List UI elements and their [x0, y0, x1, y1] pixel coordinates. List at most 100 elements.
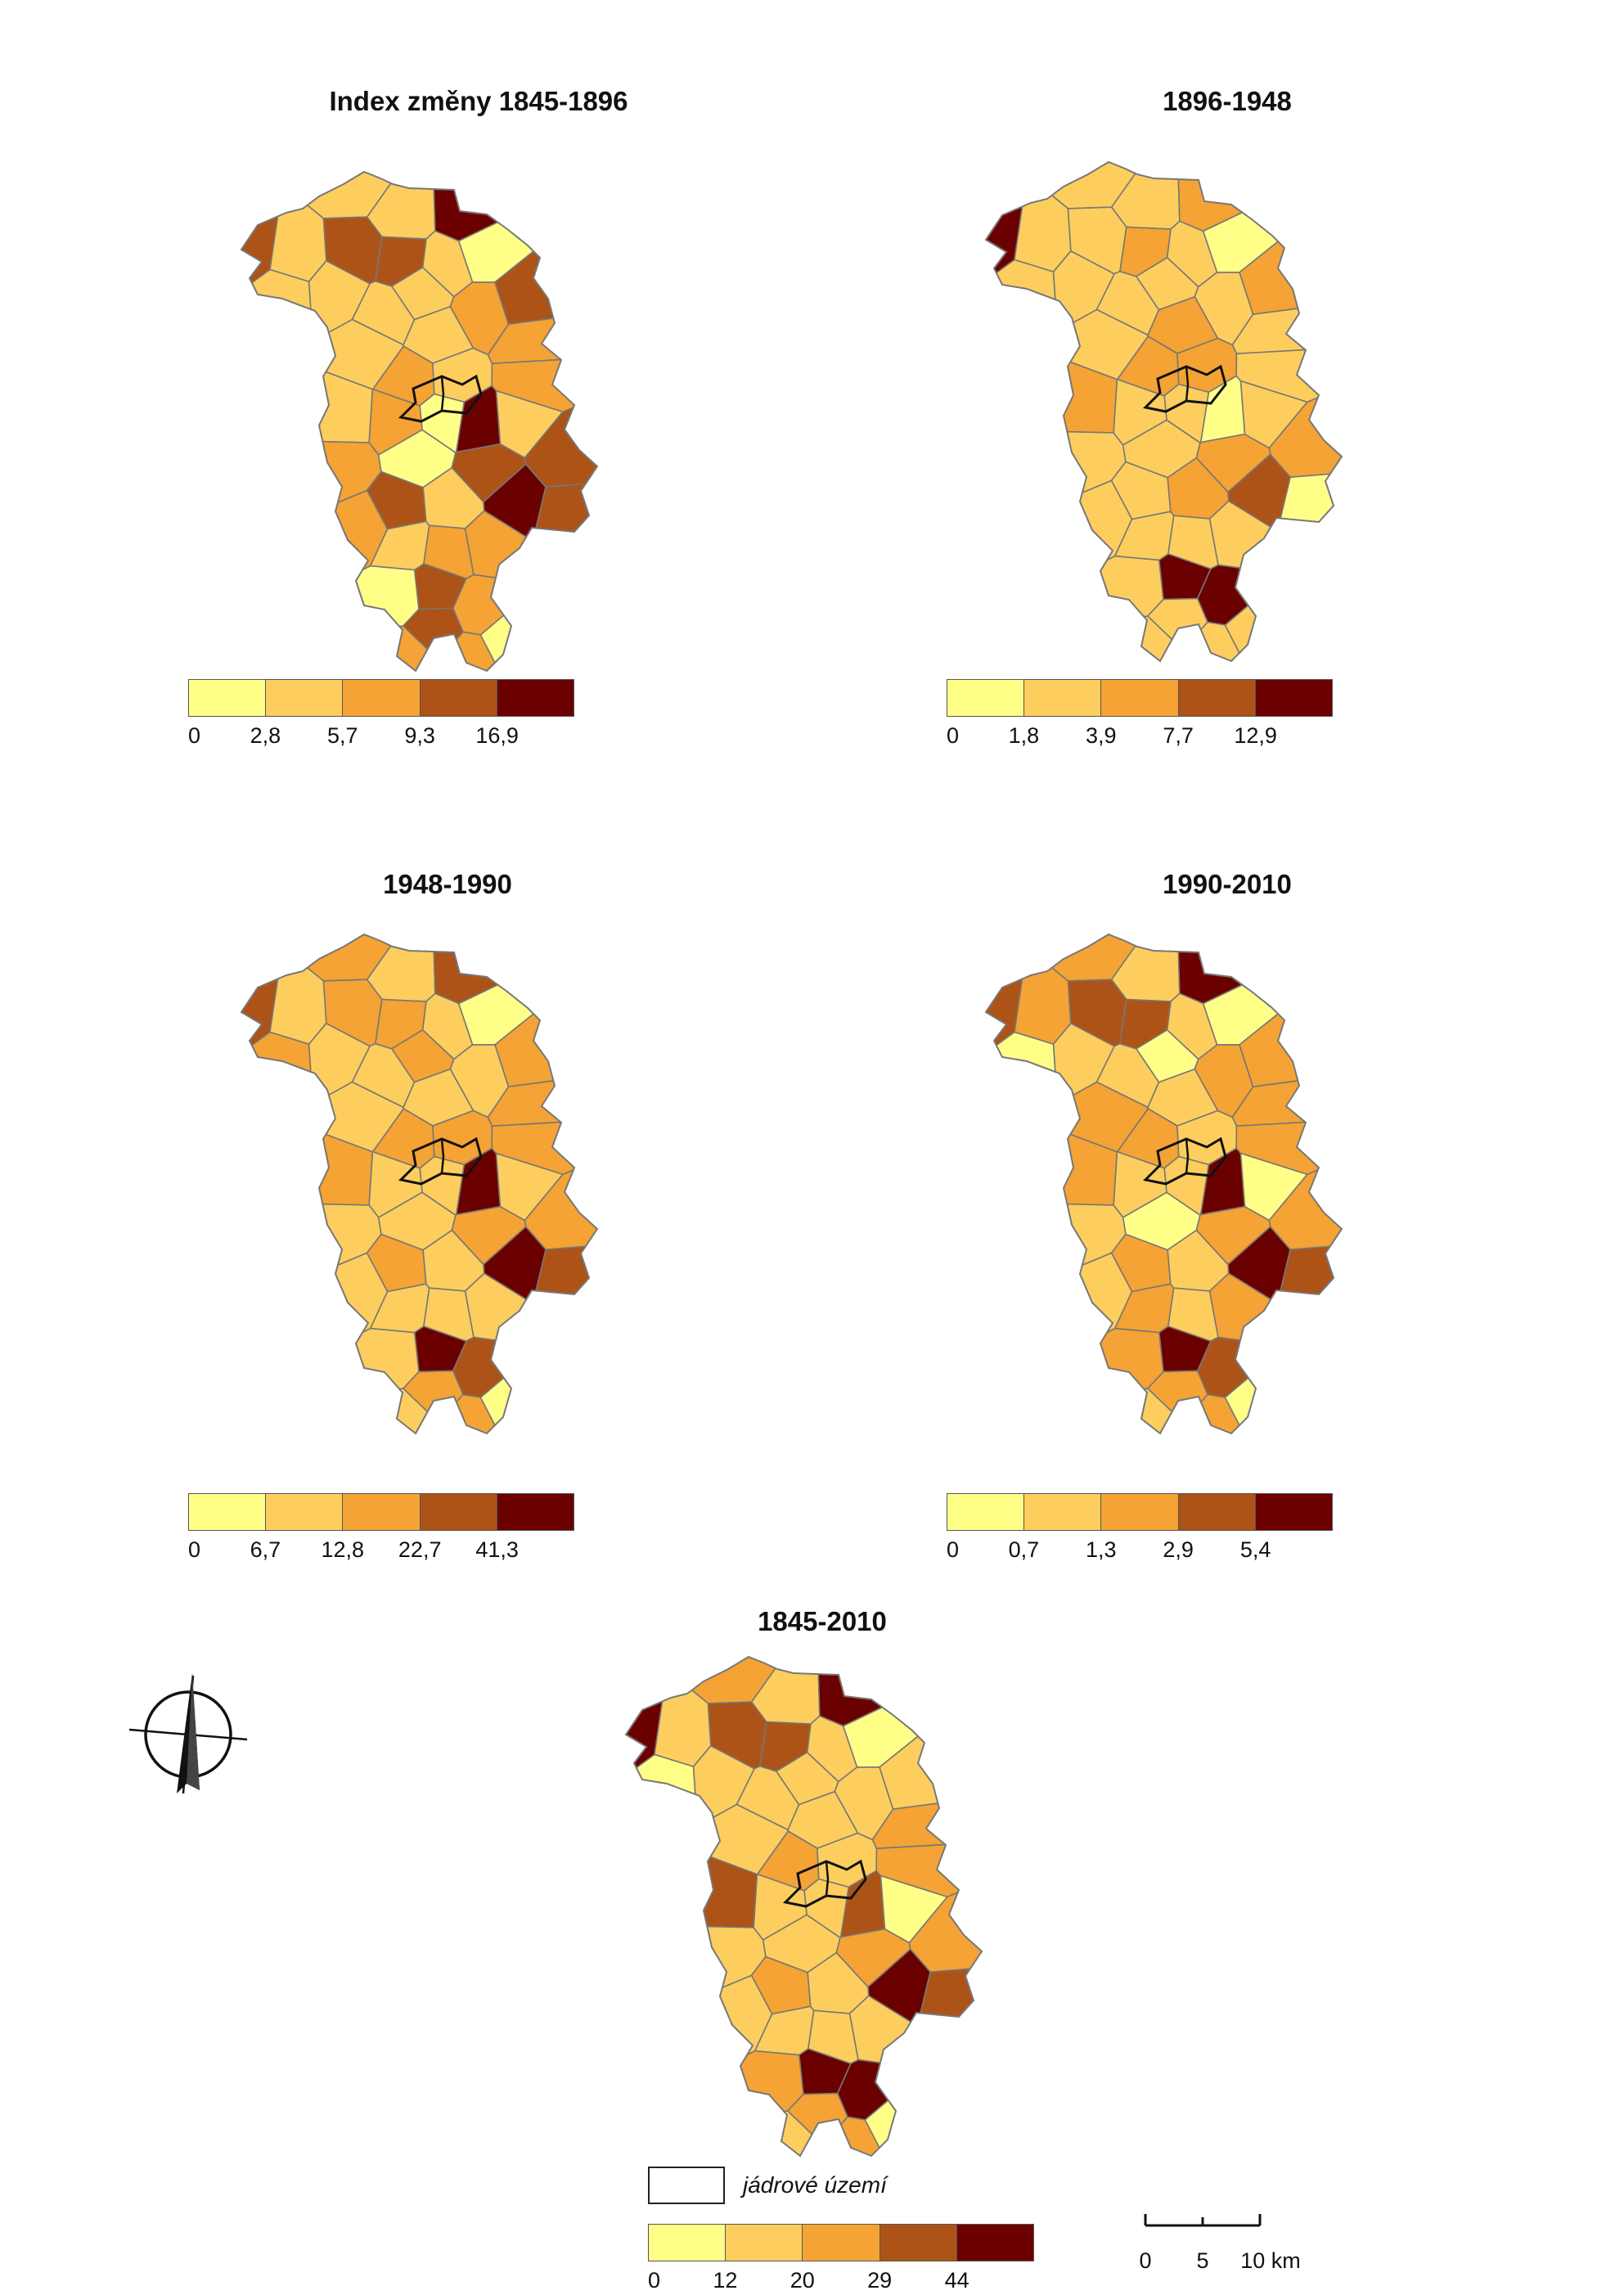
municipality-region	[808, 2009, 859, 2064]
legend-swatch-2	[343, 680, 421, 716]
map-title-1948-1990: 1948-1990	[383, 869, 512, 899]
legend-tick-label: 0	[648, 2268, 661, 2293]
legend-tick-label: 5,4	[1239, 1537, 1271, 1562]
legend-tick-label: 44	[944, 2268, 969, 2293]
map-title-1990-2010: 1990-2010	[1163, 869, 1292, 899]
municipality-region	[916, 1964, 982, 2108]
legend-swatch-2	[1101, 1494, 1179, 1530]
legend-swatch-3	[1178, 1494, 1256, 1530]
legend-1845-1896: 0 2,8 5,7 9,3 16,9	[188, 679, 574, 748]
municipality-region	[1239, 380, 1309, 449]
municipality-region	[1224, 1344, 1342, 1433]
municipality-region	[1239, 1152, 1309, 1222]
legend-tick-label: 20	[790, 2268, 815, 2293]
legend-swatch-0	[649, 2225, 727, 2261]
legend-tick-label: 6,7	[250, 1537, 281, 1562]
legend-tick-label: 0,7	[1008, 1537, 1040, 1562]
legend-swatch-4	[497, 1494, 574, 1530]
legend-1990-2010: 0 0,7 1,3 2,9 5,4	[947, 1493, 1333, 1562]
municipality-region	[986, 1327, 1164, 1410]
municipality-region	[759, 1721, 812, 1772]
legend-tick-label: 9,3	[404, 723, 435, 748]
legend-tick-label: 5,7	[327, 723, 358, 748]
municipality-region	[423, 1287, 475, 1342]
municipality-region	[986, 555, 1164, 637]
core-area-outline	[398, 1136, 483, 1186]
scale-label-5: 5	[1196, 2248, 1209, 2273]
scale-label-10km: 10 km	[1240, 2248, 1301, 2273]
municipality-region	[495, 1152, 565, 1222]
legend-swatch-0	[947, 680, 1025, 716]
core-area-outline	[398, 374, 483, 423]
municipality-region	[986, 1388, 1184, 1433]
choropleth-map-1990-2010	[984, 933, 1343, 1435]
legend-swatch-4	[497, 680, 574, 716]
study-area-outline	[624, 1655, 983, 2158]
municipality-region	[241, 489, 389, 641]
legend-swatch-4	[1255, 1494, 1333, 1530]
municipality-region	[241, 1031, 314, 1164]
legend-tick-label: 1,8	[1008, 723, 1040, 748]
legend-tick-label: 0	[947, 723, 960, 748]
municipality-region	[241, 1327, 420, 1410]
legend-swatch-1	[1024, 680, 1102, 716]
legend-1845-2010: 0 12 20 29 44	[648, 2224, 1034, 2293]
scale-label-0: 0	[1139, 2248, 1152, 2273]
legend-tick-label: 22,7	[398, 1537, 442, 1562]
core-area-inner-border	[440, 376, 445, 412]
municipality-region	[1224, 572, 1342, 661]
legend-swatch-4	[956, 2225, 1034, 2261]
study-area-outline	[984, 160, 1343, 663]
scale-bar-graphic	[1144, 2214, 1262, 2227]
scale-bar: 0 5 10 km	[1137, 2209, 1301, 2273]
municipality-region	[366, 470, 427, 530]
map-title-1845-2010: 1845-2010	[758, 1606, 887, 1636]
choropleth-map-1845-1896	[240, 170, 599, 673]
legend-swatch-3	[879, 2225, 957, 2261]
core-area-outline	[1142, 364, 1227, 413]
legend-swatch-2	[1101, 680, 1179, 716]
municipality-region	[626, 1753, 699, 1887]
municipality-region	[1276, 470, 1342, 614]
municipality-region	[864, 2067, 982, 2156]
legend-tick-label: 12	[713, 2268, 738, 2293]
municipality-region	[241, 565, 420, 647]
study-area-outline	[984, 933, 1343, 1435]
core-area-legend: jádrové území	[648, 2167, 887, 2204]
legend-swatch-3	[1178, 680, 1256, 716]
municipality-region	[366, 1233, 427, 1293]
legend-tick-label: 2,9	[1163, 1537, 1194, 1562]
legend-swatch-0	[189, 1494, 267, 1530]
core-area-inner-border	[440, 1138, 445, 1174]
municipality-region	[986, 1031, 1059, 1164]
core-area-inner-border	[1185, 366, 1190, 402]
legend-swatch-3	[420, 680, 497, 716]
municipality-region	[375, 236, 427, 287]
choropleth-map-1948-1990	[240, 933, 599, 1435]
legend-tick-label: 12,9	[1234, 723, 1277, 748]
core-area-swatch	[648, 2167, 725, 2204]
study-area-outline	[240, 170, 599, 673]
map-title-1845-1896: Index změny 1845-1896	[329, 86, 628, 116]
municipality-region	[495, 389, 565, 459]
legend-tick-label: 0	[188, 1537, 201, 1562]
municipality-region	[986, 1252, 1133, 1404]
legend-tick-label: 12,8	[321, 1537, 365, 1562]
legend-tick-label: 1,3	[1086, 1537, 1117, 1562]
municipality-region	[375, 998, 427, 1050]
core-area-outline	[782, 1859, 867, 1908]
legend-swatch-1	[266, 1494, 344, 1530]
municipality-region	[626, 2050, 804, 2132]
core-area-inner-border	[1185, 1138, 1190, 1174]
legend-swatch-4	[1255, 680, 1333, 716]
core-area-inner-border	[825, 1861, 830, 1897]
legend-swatch-1	[726, 2225, 803, 2261]
legend-swatch-0	[189, 680, 267, 716]
study-area-outline	[240, 933, 599, 1435]
legend-swatch-1	[266, 680, 344, 716]
municipality-region	[431, 172, 597, 242]
map-title-1896-1948: 1896-1948	[1163, 86, 1292, 116]
municipality-region	[431, 934, 597, 1005]
legend-tick-label: 0	[188, 723, 201, 748]
legend-swatch-2	[343, 1494, 421, 1530]
